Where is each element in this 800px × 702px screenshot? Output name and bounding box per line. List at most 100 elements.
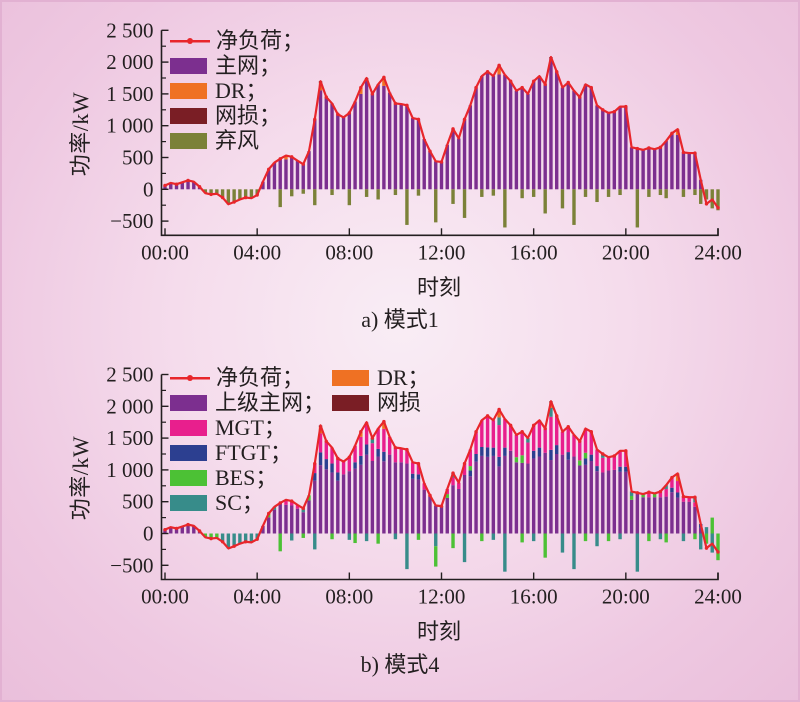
- net-load-marker: [359, 430, 363, 434]
- y-tick-label: 1 500: [106, 82, 153, 106]
- net-load-marker: [716, 206, 720, 210]
- net-load-marker: [543, 426, 547, 431]
- net-load-marker: [266, 167, 271, 171]
- net-load-marker: [497, 63, 501, 67]
- legend-label: 网损: [377, 390, 422, 415]
- net-load-marker: [658, 145, 663, 150]
- net-load-marker: [186, 522, 190, 527]
- net-load-marker: [174, 526, 179, 531]
- net-load-marker: [451, 127, 455, 131]
- legend-item: 净负荷；: [170, 365, 325, 390]
- y-axis-label-chart2: 功率/kW: [68, 435, 93, 521]
- net-load-marker: [336, 112, 340, 116]
- legend-item: 网损: [332, 390, 430, 415]
- net-load-line-swatch: [170, 369, 210, 386]
- net-load-marker: [255, 193, 259, 197]
- net-load-marker: [243, 195, 248, 200]
- x-tick-label: 08:00: [325, 240, 373, 264]
- net-load-marker: [670, 475, 674, 480]
- x-axis-label-chart1: 时刻: [416, 275, 461, 300]
- legend-item: SC；: [170, 490, 325, 515]
- legend-label: SC；: [215, 490, 264, 515]
- net-load-marker: [232, 544, 236, 548]
- net-load-marker: [278, 157, 282, 161]
- net-load-marker: [693, 151, 697, 155]
- y-tick-label: −500: [110, 209, 153, 233]
- legend-item: MGT；: [170, 415, 325, 440]
- net-load-marker: [405, 103, 409, 108]
- net-load-marker: [624, 449, 628, 453]
- bars-layer: [163, 401, 720, 572]
- x-tick-label: 04:00: [233, 585, 281, 609]
- net-load-marker: [612, 110, 617, 114]
- legend-item: 网损；: [170, 103, 304, 128]
- legend-chart2-col2: DR； 网损: [332, 365, 430, 415]
- legend-item: 净负荷；: [170, 28, 304, 53]
- legend-label: 网损；: [215, 103, 282, 128]
- y-tick-label: 1 500: [106, 426, 153, 450]
- net-load-marker: [485, 414, 490, 418]
- net-load-marker: [647, 490, 651, 494]
- caption-chart2: b) 模式4: [360, 652, 440, 677]
- net-load-marker: [243, 540, 248, 544]
- net-load-marker: [416, 117, 421, 122]
- dr-swatch: [170, 82, 207, 99]
- legend-item: DR；: [170, 78, 304, 103]
- net-load-marker: [555, 414, 559, 418]
- net-load-marker: [681, 494, 686, 499]
- net-load-line-swatch: [170, 32, 210, 49]
- net-load-marker: [313, 461, 317, 466]
- x-tick-label: 04:00: [233, 240, 281, 264]
- net-load-marker: [266, 511, 271, 516]
- net-load-marker: [624, 104, 628, 109]
- x-tick-label: 00:00: [141, 585, 189, 609]
- x-axis-label-chart2: 时刻: [416, 619, 461, 644]
- net-load-marker: [439, 160, 444, 164]
- caption-chart1: a) 模式1: [361, 307, 439, 332]
- net-load-marker: [163, 183, 167, 188]
- net-load-marker: [428, 493, 432, 498]
- net-load-marker: [370, 92, 375, 96]
- y-tick-label: 0: [143, 177, 154, 201]
- net-load-marker: [543, 82, 547, 87]
- net-load-marker: [416, 461, 421, 466]
- net-load-marker: [531, 423, 536, 428]
- legend-item: FTGT；: [170, 440, 325, 465]
- net-load-marker: [485, 69, 490, 74]
- main-grid-swatch: [170, 57, 207, 74]
- legend-item: BES；: [170, 465, 325, 490]
- y-tick-label: 2 000: [106, 50, 153, 74]
- net-load-marker: [681, 150, 686, 155]
- chart-1: 2 500 2 000 1 500 1 000 500 0 −500 00:00 04:00 08…: [106, 18, 742, 264]
- legend-label: MGT；: [215, 415, 286, 440]
- net-load-marker: [393, 445, 398, 450]
- y-tick-label: 2 000: [106, 394, 153, 418]
- net-load-marker: [301, 162, 305, 166]
- net-load-marker: [566, 80, 570, 85]
- net-load-marker: [290, 499, 294, 503]
- net-load-marker: [428, 149, 432, 153]
- net-load-marker: [693, 495, 697, 499]
- legend-item: 弃风: [170, 128, 304, 153]
- net-load-marker: [220, 540, 225, 544]
- net-load-marker: [716, 550, 720, 554]
- net-load-marker: [462, 117, 467, 122]
- dr-swatch: [332, 369, 369, 386]
- legend-chart1: 净负荷； 主网； DR； 网损； 弃风: [170, 28, 304, 153]
- net-load-marker: [635, 491, 640, 495]
- legend-label: FTGT；: [215, 440, 293, 465]
- x-tick-label: 24:00: [694, 240, 742, 264]
- net-load-marker: [508, 423, 513, 428]
- net-load-marker: [658, 489, 663, 494]
- y-tick-label: 1 000: [106, 114, 153, 138]
- net-load-marker: [382, 75, 386, 80]
- sc-swatch: [170, 494, 207, 511]
- y-tick-label: 500: [122, 146, 154, 170]
- y-tick-label: 2 500: [106, 363, 153, 387]
- x-tick-label: 08:00: [325, 585, 373, 609]
- net-load-marker: [347, 111, 352, 115]
- net-load-marker: [555, 69, 559, 74]
- net-load-marker: [405, 447, 409, 452]
